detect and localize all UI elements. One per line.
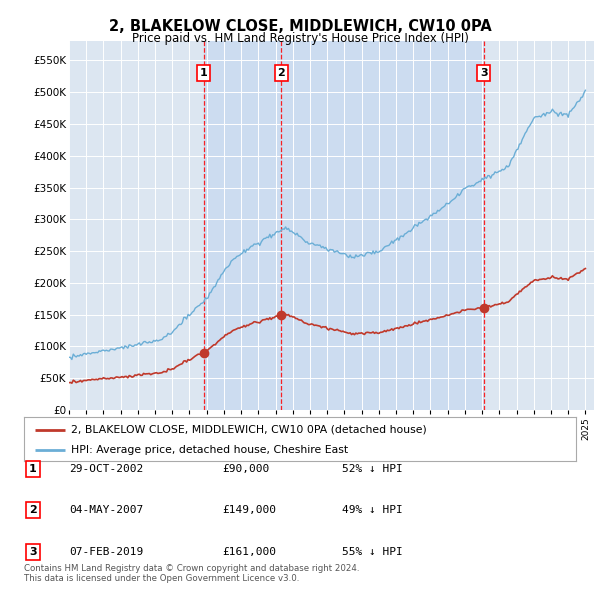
Text: £149,000: £149,000: [222, 506, 276, 515]
Text: 3: 3: [480, 68, 487, 78]
Text: 04-MAY-2007: 04-MAY-2007: [69, 506, 143, 515]
Text: 1: 1: [200, 68, 208, 78]
Text: 29-OCT-2002: 29-OCT-2002: [69, 464, 143, 474]
Bar: [204, 41, 484, 410]
Text: 3: 3: [29, 547, 37, 556]
Text: £161,000: £161,000: [222, 547, 276, 556]
Text: 49% ↓ HPI: 49% ↓ HPI: [342, 506, 403, 515]
Text: 2: 2: [277, 68, 285, 78]
Text: 07-FEB-2019: 07-FEB-2019: [69, 547, 143, 556]
Text: 1: 1: [29, 464, 37, 474]
Text: HPI: Average price, detached house, Cheshire East: HPI: Average price, detached house, Ches…: [71, 445, 348, 455]
Text: 52% ↓ HPI: 52% ↓ HPI: [342, 464, 403, 474]
Text: £90,000: £90,000: [222, 464, 269, 474]
Text: 55% ↓ HPI: 55% ↓ HPI: [342, 547, 403, 556]
Text: Contains HM Land Registry data © Crown copyright and database right 2024.
This d: Contains HM Land Registry data © Crown c…: [24, 563, 359, 583]
Text: 2: 2: [29, 506, 37, 515]
Text: 2, BLAKELOW CLOSE, MIDDLEWICH, CW10 0PA (detached house): 2, BLAKELOW CLOSE, MIDDLEWICH, CW10 0PA …: [71, 425, 427, 434]
Text: 2, BLAKELOW CLOSE, MIDDLEWICH, CW10 0PA: 2, BLAKELOW CLOSE, MIDDLEWICH, CW10 0PA: [109, 19, 491, 34]
Text: Price paid vs. HM Land Registry's House Price Index (HPI): Price paid vs. HM Land Registry's House …: [131, 32, 469, 45]
